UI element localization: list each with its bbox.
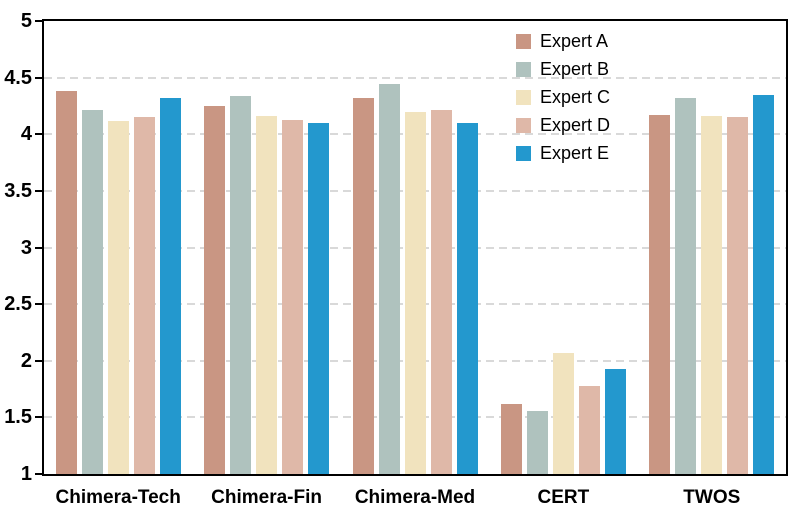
bar-expert-a-cert (500, 403, 522, 474)
bar-expert-a-chimera-fin (204, 105, 226, 474)
bar-expert-d-twos (727, 117, 749, 474)
bar-expert-e-cert (604, 368, 626, 474)
legend-item-expert-d: Expert D (516, 111, 610, 139)
bar-group-chimera-med (341, 21, 489, 474)
bar-expert-d-chimera-tech (133, 117, 155, 474)
y-axis-label: 2.5 (4, 293, 32, 316)
y-axis-tick (35, 473, 43, 475)
y-axis-label: 1.5 (4, 406, 32, 429)
bar-expert-b-twos (675, 98, 697, 474)
y-axis-label: 1 (20, 463, 32, 485)
bar-expert-b-chimera-tech (81, 110, 103, 474)
x-axis-label-chimera-fin: Chimera-Fin (211, 487, 323, 508)
y-axis-tick (35, 303, 43, 306)
x-axis-label-chimera-tech: Chimera-Tech (55, 487, 181, 508)
legend: Expert A Expert B Expert C Expert D Expert E (516, 27, 610, 167)
y-axis-label: 3 (20, 236, 32, 259)
bar-expert-c-chimera-fin (256, 116, 278, 474)
legend-swatch-icon (516, 117, 531, 133)
y-axis-tick (35, 246, 43, 249)
y-axis-label: 3.5 (4, 179, 32, 202)
bar-expert-e-chimera-med (456, 122, 478, 474)
bar-expert-e-twos (753, 94, 775, 474)
legend-label: Expert A (540, 30, 609, 51)
y-axis-label: 2 (20, 349, 32, 372)
bar-expert-d-chimera-fin (282, 119, 304, 474)
bar-groups (44, 21, 786, 474)
y-axis-tick (35, 20, 43, 22)
legend-label: Expert E (540, 142, 610, 163)
bar-expert-e-chimera-tech (159, 98, 181, 474)
bar-expert-d-chimera-med (430, 110, 452, 474)
y-axis-tick (35, 76, 43, 79)
bar-expert-a-twos (649, 115, 671, 474)
bar-group-chimera-fin (192, 21, 340, 474)
legend-swatch-icon (516, 61, 531, 77)
bar-expert-e-chimera-fin (308, 122, 330, 474)
y-axis-label: 4.5 (4, 66, 32, 89)
bar-expert-c-chimera-tech (107, 120, 129, 474)
bar-expert-d-cert (578, 385, 600, 474)
bar-expert-b-chimera-med (378, 84, 400, 474)
legend-item-expert-e: Expert E (516, 139, 610, 167)
y-axis-tick (35, 359, 43, 362)
y-axis-label: 5 (20, 10, 32, 32)
bar-group-twos (638, 21, 786, 474)
legend-label: Expert D (540, 114, 611, 135)
gridline (44, 76, 786, 79)
bar-expert-b-chimera-fin (230, 95, 252, 474)
legend-swatch-icon (516, 33, 531, 49)
legend-label: Expert C (540, 86, 611, 107)
y-axis-tick (35, 416, 43, 419)
x-axis-label-cert: CERT (537, 487, 590, 508)
bar-expert-c-chimera-med (404, 111, 426, 474)
legend-item-expert-c: Expert C (516, 83, 610, 111)
y-axis-tick (35, 133, 43, 136)
bar-expert-c-cert (552, 352, 574, 474)
bar-expert-a-chimera-tech (55, 91, 77, 474)
legend-label: Expert B (540, 58, 610, 79)
bar-expert-b-cert (526, 410, 548, 474)
bar-expert-a-chimera-med (352, 98, 374, 474)
x-axis-label-twos: TWOS (683, 487, 741, 508)
bar-group-cert (489, 21, 637, 474)
x-axis-label-chimera-med: Chimera-Med (354, 487, 476, 508)
bar-expert-c-twos (701, 116, 723, 474)
plot-area: Expert A Expert B Expert C Expert D Expert E (42, 19, 788, 476)
legend-item-expert-b: Expert B (516, 55, 610, 83)
legend-swatch-icon (516, 145, 531, 161)
y-axis-tick (35, 189, 43, 192)
bar-group-chimera-tech (44, 21, 192, 474)
y-axis-label: 4 (20, 123, 32, 146)
legend-swatch-icon (516, 89, 531, 105)
legend-item-expert-a: Expert A (516, 27, 610, 55)
